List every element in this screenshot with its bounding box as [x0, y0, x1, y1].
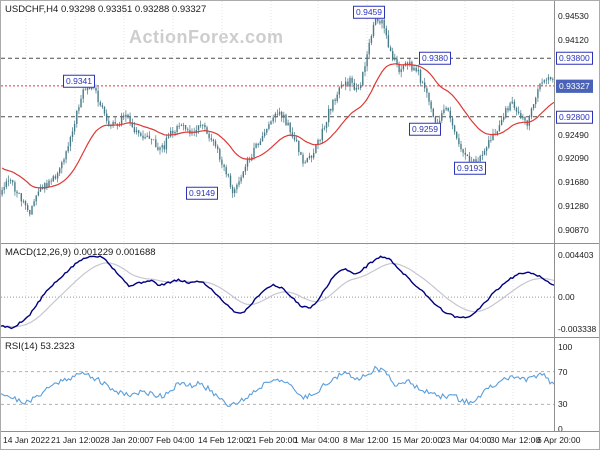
rsi-axis-label: 0: [558, 423, 563, 432]
ohlc-high: 0.93351: [97, 4, 133, 15]
current-price-tag: 0.93327: [556, 79, 593, 93]
price-axis-label: 0.91680: [558, 176, 589, 187]
rsi-axis-label: 100: [558, 341, 573, 352]
time-axis-label: 6 Apr 20:00: [537, 435, 581, 445]
time-axis: 14 Jan 2022 21 Jan 12:00 28 Jan 20:00 7 Feb…: [1, 432, 599, 448]
rsi-value: 53.2323: [40, 341, 75, 352]
price-axis-label: 0.94530: [558, 10, 589, 21]
rsi-y-axis: 100 70 30 0: [554, 338, 599, 431]
time-axis-label: 23 Mar 04:00: [441, 435, 492, 445]
candle-wicks: [1, 15, 556, 217]
rsi-header: RSI(14) 53.2323: [5, 341, 75, 352]
time-axis-label: 28 Jan 20:00: [100, 435, 150, 445]
ohlc-open: 0.93298: [60, 4, 96, 15]
macd-chart-canvas[interactable]: [1, 244, 556, 337]
macd-value: 0.001229: [73, 247, 114, 258]
price-panel: ActionForex.com USDCHF,H4 0.93298 0.9335…: [1, 1, 599, 244]
price-chart-canvas[interactable]: [1, 1, 556, 243]
price-y-axis: 0.94530 0.94120 0.93800 0.93327 0.92800 0.924…: [554, 1, 599, 243]
macd-axis-label: 0.00: [558, 291, 575, 302]
macd-line: [1, 255, 556, 330]
macd-signal-value: 0.001688: [115, 247, 156, 258]
macd-header: MACD(12,26,9) 0.001229 0.001688: [5, 247, 156, 258]
time-axis-label: 8 Mar 12:00: [343, 435, 389, 445]
watermark: ActionForex.com: [129, 27, 284, 47]
time-axis-label: 7 Feb 04:00: [149, 435, 195, 445]
macd-y-axis: 0.004403 0.00 -0.003338: [554, 244, 599, 337]
rsi-chart-canvas[interactable]: [1, 338, 556, 431]
time-axis-label: 30 Mar 12:00: [490, 435, 541, 445]
macd-title: MACD(12,26,9): [5, 247, 71, 258]
price-axis-label: 0.93800: [556, 51, 593, 65]
symbol-header: USDCHF,H4 0.93298 0.93351 0.93288 0.9332…: [5, 4, 206, 15]
moving-average-line: [1, 63, 556, 189]
symbol-label: USDCHF,H4: [5, 4, 59, 15]
ohlc-low: 0.93288: [134, 4, 170, 15]
macd-panel: MACD(12,26,9) 0.001229 0.001688 0.004403…: [1, 244, 599, 338]
rsi-axis-label: 30: [558, 398, 568, 409]
macd-axis-label: 0.004403: [558, 249, 594, 260]
rsi-title: RSI(14): [5, 341, 38, 352]
time-axis-label: 14 Jan 2022: [3, 435, 50, 445]
time-axis-label: 21 Feb 20:00: [247, 435, 298, 445]
price-axis-label: 0.94120: [558, 34, 589, 45]
time-axis-label: 15 Mar 20:00: [392, 435, 443, 445]
price-axis-label: 0.92090: [558, 152, 589, 163]
time-axis-label: 1 Mar 04:00: [294, 435, 340, 445]
time-axis-label: 14 Feb 12:00: [198, 435, 249, 445]
rsi-line: [1, 365, 556, 407]
macd-axis-label: -0.003338: [558, 323, 597, 334]
rsi-panel: RSI(14) 53.2323 100 70 30 0: [1, 338, 599, 432]
price-axis-label: 0.92490: [558, 129, 589, 140]
price-axis-label: 0.91280: [558, 200, 589, 211]
rsi-axis-label: 70: [558, 366, 568, 377]
price-axis-label: 0.90870: [558, 224, 589, 235]
time-axis-label: 21 Jan 12:00: [51, 435, 101, 445]
macd-signal-line: [1, 262, 556, 328]
ohlc-close: 0.93327: [171, 4, 207, 15]
price-axis-label: 0.92800: [556, 110, 593, 124]
